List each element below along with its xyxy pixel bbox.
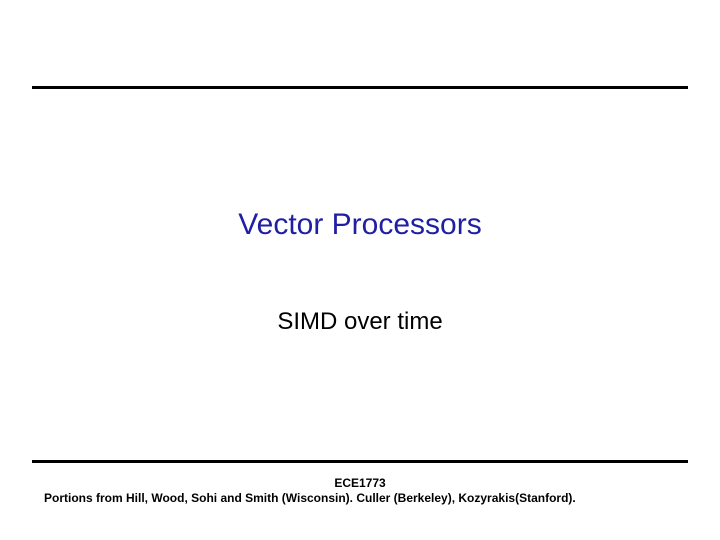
slide: Vector Processors SIMD over time ECE1773… — [0, 0, 720, 540]
slide-subtitle: SIMD over time — [0, 308, 720, 336]
footer-credits: Portions from Hill, Wood, Sohi and Smith… — [44, 491, 676, 506]
divider-top — [32, 86, 688, 89]
slide-title: Vector Processors — [0, 208, 720, 242]
slide-footer: ECE1773 Portions from Hill, Wood, Sohi a… — [44, 476, 676, 506]
divider-bottom — [32, 460, 688, 463]
footer-course-code: ECE1773 — [44, 476, 676, 491]
